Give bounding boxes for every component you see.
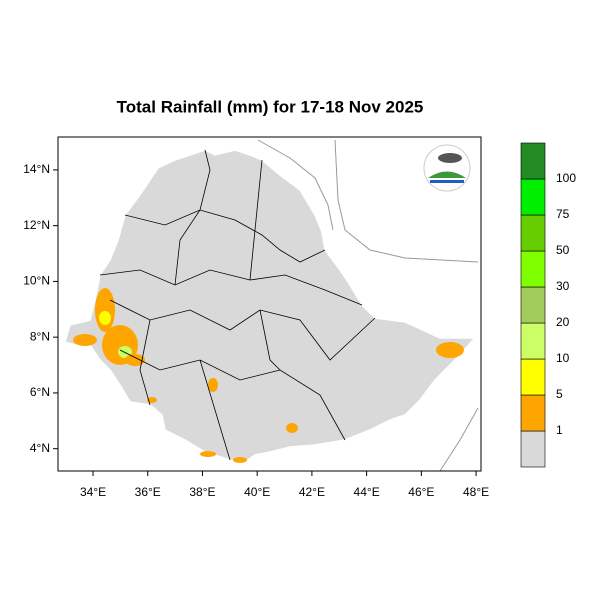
x-tick-label: 44°E [354,485,380,499]
rain-patches [73,288,464,463]
plot-frame [57,136,482,472]
x-tick-label: 48°E [463,485,489,499]
colorbar-box [520,142,546,180]
colorbar-label: 10 [556,351,570,365]
x-tick-label: 36°E [135,485,161,499]
country-area [64,149,477,463]
y-tick-label: 10°N [23,274,50,288]
colorbar-box [520,250,546,288]
x-tick-label: 42°E [299,485,325,499]
colorbar-box [520,214,546,252]
colorbar-box [520,286,546,324]
region-borders [99,149,376,461]
chart-title: Total Rainfall (mm) for 17-18 Nov 2025 [117,97,424,116]
colorbar-label: 5 [556,387,563,401]
colorbar-box [520,430,546,468]
y-tick-label: 4°N [30,441,50,455]
x-tick-label: 34°E [80,485,106,499]
logo [423,144,471,192]
colorbar-box [520,178,546,216]
colorbar-label: 50 [556,243,570,257]
neighbour-borders [257,139,479,472]
y-tick-label: 6°N [30,385,50,399]
colorbar-box [520,322,546,360]
colorbar-box [520,358,546,396]
y-tick-label: 14°N [23,162,50,176]
colorbar-label: 75 [556,207,570,221]
colorbar-label: 1 [556,423,563,437]
y-tick-label: 12°N [23,218,50,232]
y-tick-label: 8°N [30,329,50,343]
colorbar-label: 100 [556,171,576,185]
x-tick-label: 40°E [244,485,270,499]
x-tick-label: 46°E [408,485,434,499]
colorbar-label: 20 [556,315,570,329]
x-tick-label: 38°E [189,485,215,499]
colorbar-label: 30 [556,279,570,293]
colorbar-box [520,394,546,432]
